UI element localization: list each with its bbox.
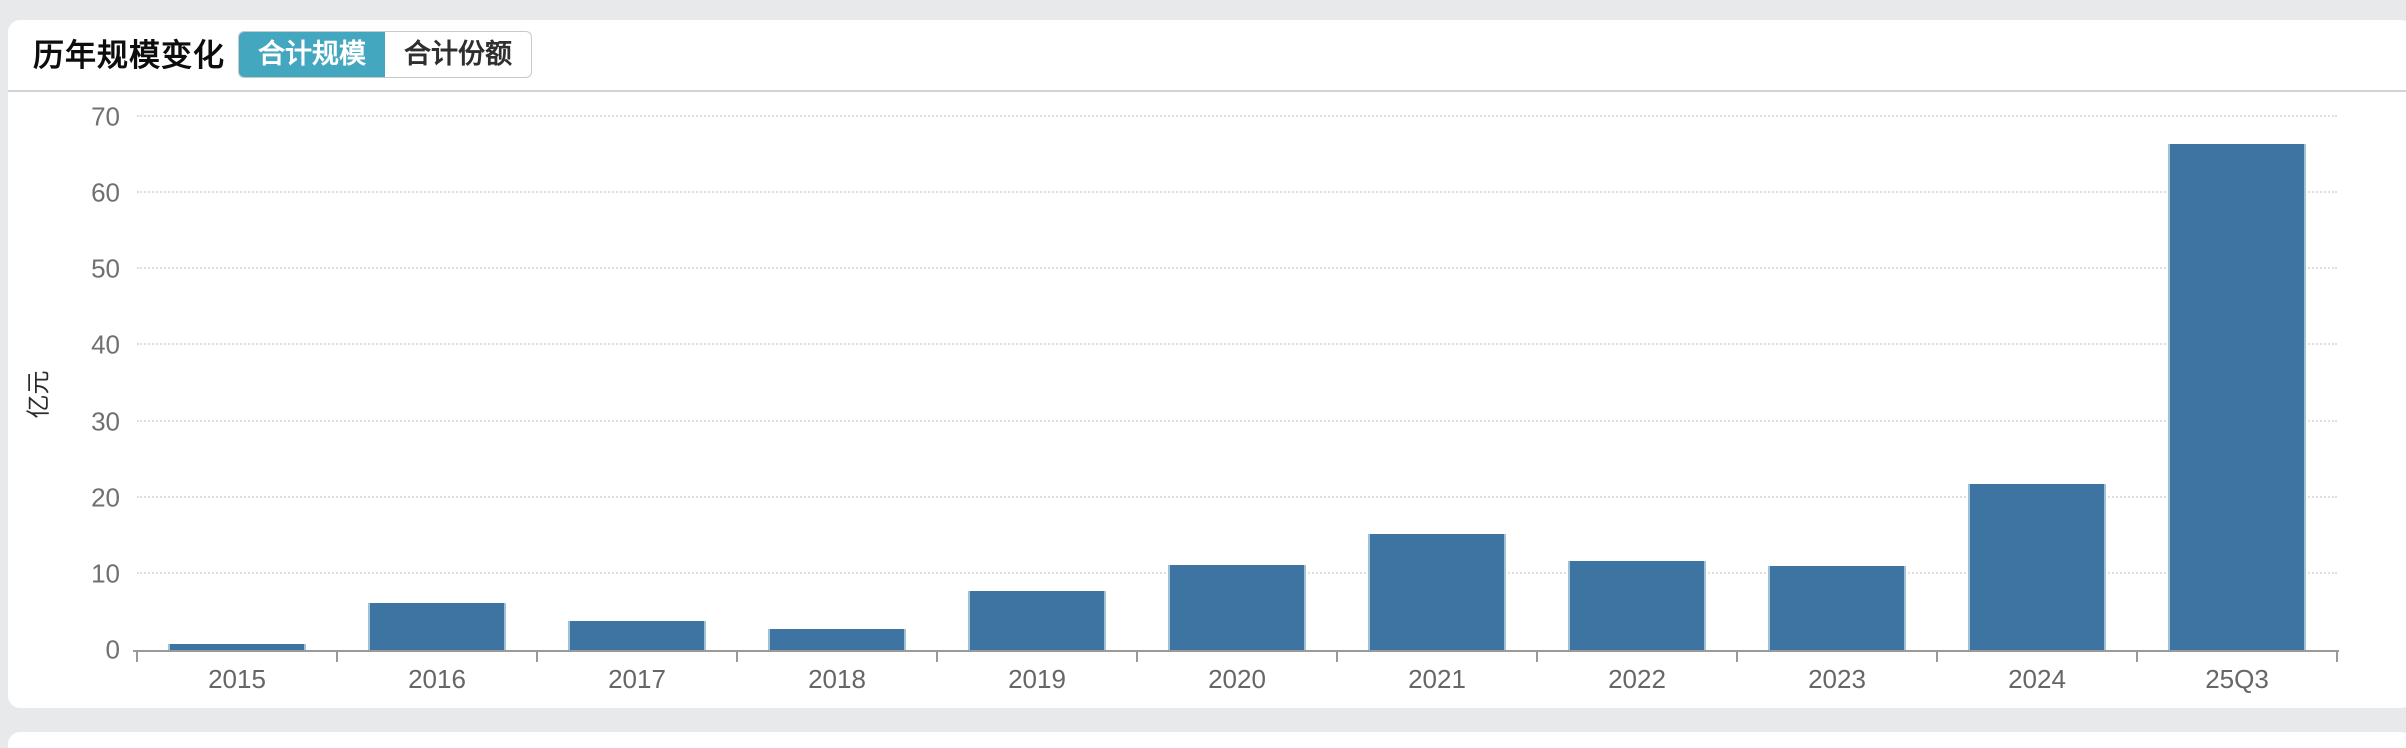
x-tick-label-2019: 2019 (1008, 664, 1066, 694)
gridline-40 (137, 343, 2337, 346)
bar-2023[interactable] (1768, 566, 1906, 650)
x-tick-label-2017: 2017 (608, 664, 666, 694)
bar-2024[interactable] (1968, 484, 2106, 650)
x-tick-label-2016: 2016 (408, 664, 466, 694)
gridline-60 (137, 191, 2337, 194)
page-title: 历年规模变化 (33, 38, 225, 73)
y-tick-label-0: 0 (105, 634, 120, 665)
y-tick-label-30: 30 (91, 406, 120, 437)
gridline-30 (137, 419, 2337, 422)
gridline-20 (137, 495, 2337, 498)
bar-2020[interactable] (1168, 565, 1306, 650)
header-divider (8, 90, 2406, 92)
tab-group: 合计规模 合计份额 (238, 31, 532, 78)
bar-2022[interactable] (1568, 560, 1706, 650)
x-tick-label-2018: 2018 (808, 664, 866, 694)
x-axis-tick (1136, 650, 1138, 662)
x-tick-label-2023: 2023 (1808, 664, 1866, 694)
x-tick-label-2024: 2024 (2008, 664, 2066, 694)
x-tick-label-2022: 2022 (1608, 664, 1666, 694)
x-axis-tick (1536, 650, 1538, 662)
y-tick-label-20: 20 (91, 482, 120, 513)
bar-2019[interactable] (968, 590, 1106, 650)
next-card-top (8, 732, 2406, 748)
x-axis-tick (936, 650, 938, 662)
x-tick-label-2015: 2015 (208, 664, 266, 694)
x-axis-tick (536, 650, 538, 662)
x-axis-tick (136, 650, 138, 662)
plot-area: 2015 2016 2017 2018 2019 2020 2021 2022 2023 2024… (133, 115, 2339, 694)
x-axis-line (133, 650, 2339, 652)
bar-2021[interactable] (1368, 534, 1506, 650)
x-axis-tick (1736, 650, 1738, 662)
bar-25Q3[interactable] (2168, 144, 2306, 650)
y-tick-label-60: 60 (91, 177, 120, 208)
x-axis-tick (2136, 650, 2138, 662)
x-axis-tick (736, 650, 738, 662)
gridline-50 (137, 267, 2337, 270)
y-tick-label-40: 40 (91, 329, 120, 360)
bar-2018[interactable] (768, 629, 906, 650)
x-tick-label-25Q3: 25Q3 (2205, 664, 2269, 694)
y-tick-label-50: 50 (91, 253, 120, 284)
y-tick-label-70: 70 (91, 101, 120, 132)
y-axis-labels: 0 10 20 30 40 50 60 70 (8, 102, 120, 665)
x-axis-tick (2336, 650, 2338, 662)
tab-total-share[interactable]: 合计份额 (404, 39, 512, 69)
bar-2015[interactable] (168, 643, 306, 650)
x-tick-label-2020: 2020 (1208, 664, 1266, 694)
x-axis-tick (336, 650, 338, 662)
chart-card: 历年规模变化 合计规模 合计份额 亿元 0 10 20 30 40 50 60 70 2015… (8, 20, 2406, 708)
gridline-70 (137, 115, 2337, 117)
x-axis-tick (1936, 650, 1938, 662)
bar-2017[interactable] (568, 621, 706, 650)
tab-total-scale[interactable]: 合计规模 (239, 32, 385, 77)
chart-header: 历年规模变化 合计规模 合计份额 (8, 20, 2406, 90)
x-axis-tick (1336, 650, 1338, 662)
bar-2016[interactable] (368, 602, 506, 650)
y-tick-label-10: 10 (91, 558, 120, 589)
x-tick-label-2021: 2021 (1408, 664, 1466, 694)
